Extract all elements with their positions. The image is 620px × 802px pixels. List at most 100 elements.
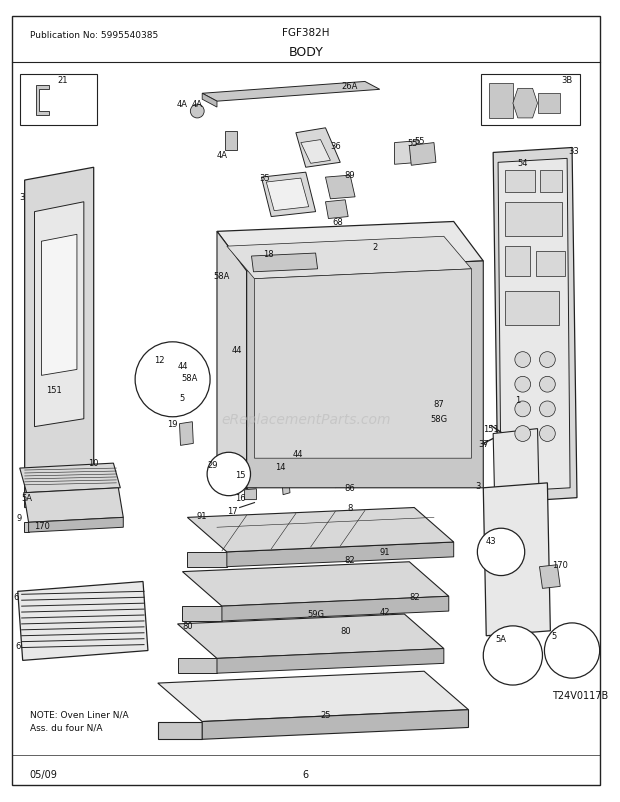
Polygon shape: [501, 541, 514, 562]
Polygon shape: [18, 581, 148, 661]
Text: 89: 89: [345, 171, 355, 180]
Circle shape: [539, 377, 556, 393]
Polygon shape: [217, 222, 483, 271]
Circle shape: [544, 623, 600, 678]
Text: 151: 151: [46, 385, 62, 394]
Polygon shape: [180, 422, 193, 446]
Bar: [505, 203, 562, 237]
Text: 36: 36: [330, 142, 341, 151]
Polygon shape: [30, 480, 64, 504]
Text: 37: 37: [478, 439, 489, 448]
Text: 05/09: 05/09: [30, 769, 58, 779]
Polygon shape: [245, 489, 257, 500]
Polygon shape: [326, 200, 348, 219]
Polygon shape: [562, 637, 575, 656]
Circle shape: [515, 426, 531, 442]
Polygon shape: [227, 542, 454, 567]
Text: 6: 6: [14, 592, 19, 601]
Bar: [536, 252, 565, 277]
Text: 170: 170: [552, 561, 568, 569]
Circle shape: [190, 105, 204, 119]
Polygon shape: [514, 656, 528, 674]
Circle shape: [207, 452, 250, 496]
Polygon shape: [35, 87, 50, 115]
Text: 58A: 58A: [214, 272, 230, 281]
Text: 5: 5: [552, 631, 557, 641]
Polygon shape: [217, 649, 444, 674]
Text: 6: 6: [303, 769, 309, 779]
Text: 58G: 58G: [430, 415, 448, 423]
Polygon shape: [219, 476, 236, 490]
Text: 86: 86: [345, 484, 355, 492]
Polygon shape: [24, 523, 29, 533]
Text: 5A: 5A: [22, 493, 33, 503]
Polygon shape: [156, 365, 180, 383]
Text: 5: 5: [180, 393, 185, 402]
Text: 29: 29: [208, 460, 218, 469]
Polygon shape: [301, 140, 330, 164]
Bar: [505, 291, 559, 326]
Text: 16: 16: [236, 493, 246, 503]
Polygon shape: [498, 159, 570, 492]
Bar: [541, 171, 562, 192]
Polygon shape: [202, 710, 469, 739]
Polygon shape: [489, 84, 513, 119]
Bar: [505, 171, 534, 192]
Circle shape: [539, 402, 556, 417]
Text: 2: 2: [372, 242, 378, 251]
Text: 4A: 4A: [177, 99, 188, 108]
Text: 68: 68: [332, 217, 343, 227]
Polygon shape: [217, 464, 234, 478]
Text: 12: 12: [154, 355, 165, 365]
Text: 55: 55: [407, 139, 417, 148]
Text: 170: 170: [35, 521, 50, 530]
Text: 42: 42: [379, 607, 390, 616]
Text: 18: 18: [263, 249, 273, 258]
Bar: [505, 247, 529, 277]
Text: 8: 8: [347, 504, 353, 512]
Polygon shape: [483, 484, 551, 636]
Circle shape: [539, 426, 556, 442]
Text: NOTE: Oven Liner N/A: NOTE: Oven Liner N/A: [30, 710, 128, 719]
Text: 82: 82: [345, 556, 355, 565]
Polygon shape: [177, 614, 444, 658]
Text: 35: 35: [259, 173, 270, 182]
Text: 55: 55: [414, 137, 425, 146]
Text: 26A: 26A: [341, 82, 357, 91]
Polygon shape: [513, 89, 538, 119]
Text: 43: 43: [486, 536, 497, 545]
Text: T24V0117B: T24V0117B: [552, 690, 609, 700]
Text: 17: 17: [228, 506, 238, 516]
Polygon shape: [225, 132, 237, 152]
Polygon shape: [158, 671, 469, 722]
Polygon shape: [182, 562, 449, 606]
Text: 6: 6: [16, 642, 21, 650]
Text: 21: 21: [58, 76, 68, 85]
Text: 3: 3: [20, 193, 25, 202]
Circle shape: [477, 529, 525, 576]
Text: 3: 3: [476, 482, 481, 491]
Text: 91: 91: [197, 511, 208, 520]
Text: eReplacementParts.com: eReplacementParts.com: [221, 412, 391, 426]
Polygon shape: [489, 543, 501, 564]
Polygon shape: [24, 488, 123, 523]
Text: 151: 151: [484, 424, 499, 434]
Polygon shape: [177, 658, 217, 674]
Circle shape: [539, 352, 556, 368]
Polygon shape: [493, 148, 577, 503]
Text: 80: 80: [340, 626, 350, 635]
Polygon shape: [409, 144, 436, 166]
Text: Publication No: 5995540385: Publication No: 5995540385: [30, 30, 158, 39]
Polygon shape: [160, 380, 182, 395]
Text: 82: 82: [409, 592, 420, 601]
Polygon shape: [182, 606, 222, 622]
Bar: [20, 75, 97, 126]
Polygon shape: [575, 636, 587, 654]
Polygon shape: [326, 176, 355, 200]
Polygon shape: [252, 253, 317, 273]
Text: 19: 19: [167, 419, 178, 428]
Text: 15: 15: [236, 471, 246, 480]
Polygon shape: [245, 476, 257, 488]
Polygon shape: [262, 173, 316, 217]
Polygon shape: [222, 597, 449, 622]
